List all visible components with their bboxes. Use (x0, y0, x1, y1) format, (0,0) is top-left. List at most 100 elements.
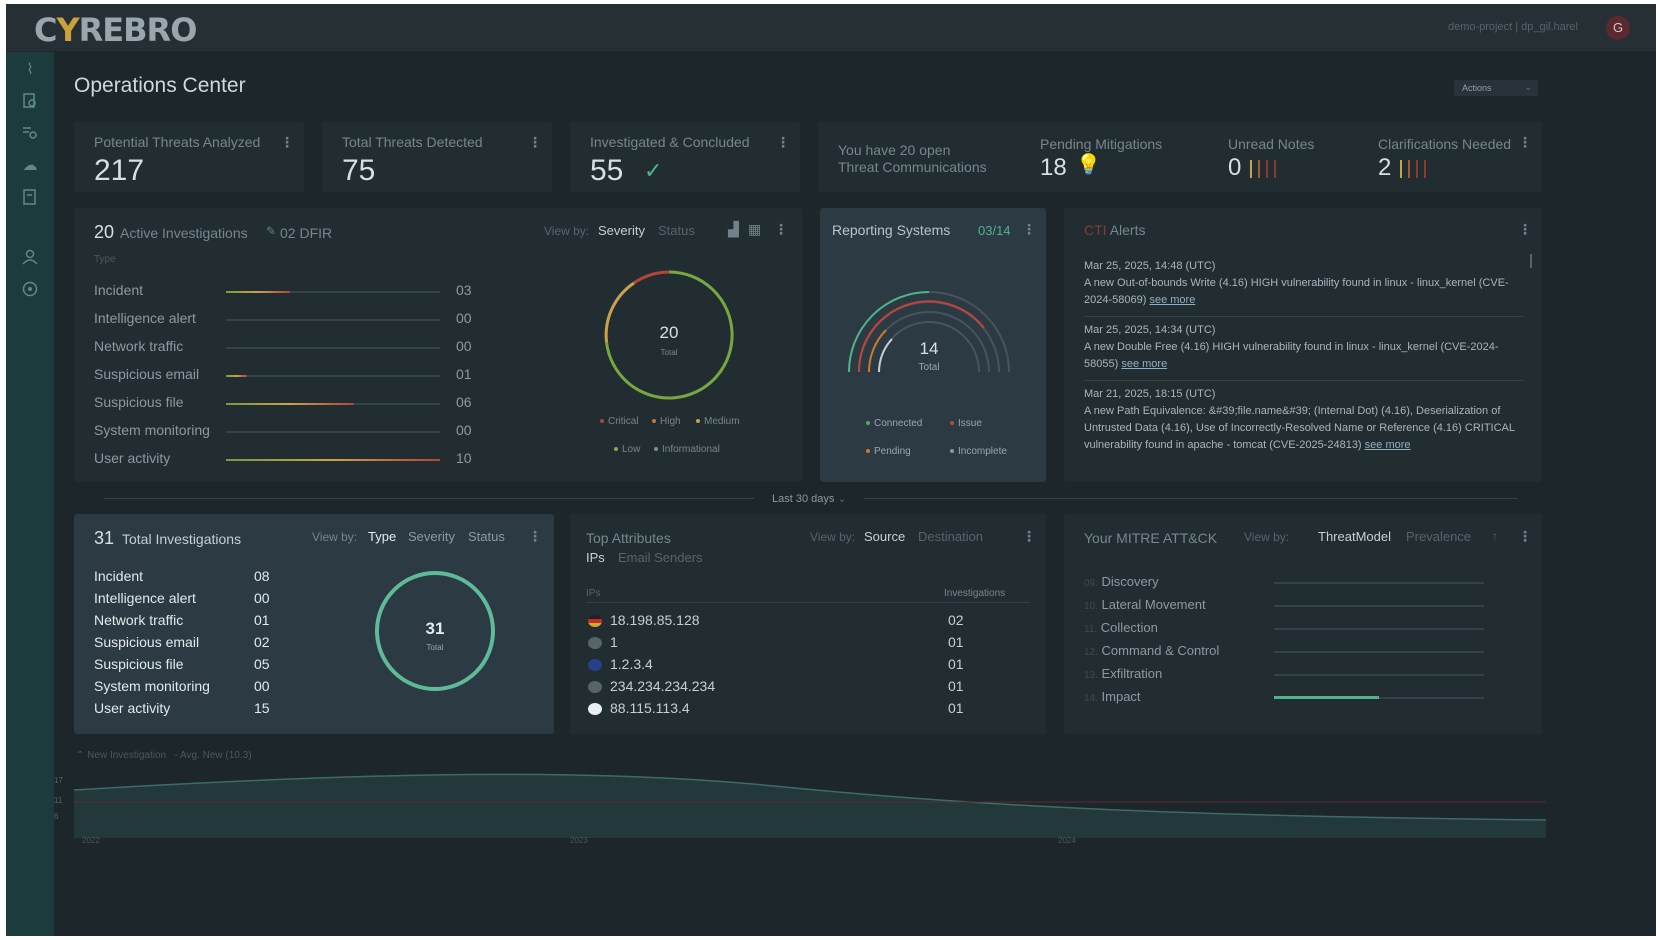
viewby-threatmodel-option[interactable]: ThreatModel (1318, 529, 1391, 544)
chart-view-icon[interactable]: ▟ (728, 221, 739, 237)
actions-dropdown[interactable]: Actions ⌄ (1454, 80, 1538, 96)
mitre-tactic[interactable]: 11. Collection (1084, 620, 1158, 635)
type-row-bar (226, 403, 440, 405)
comms-line-1: You have 20 open (838, 142, 951, 158)
viewby-status-option[interactable]: Status (658, 223, 695, 238)
kebab-menu-icon[interactable]: ⋮ (528, 528, 542, 544)
viewby-type-option[interactable]: Type (368, 529, 397, 544)
viewby-status-option[interactable]: Status (468, 529, 505, 544)
attributes-title: Top Attributes (586, 530, 671, 546)
investigation-count: 01 (948, 634, 964, 650)
tab-email-senders[interactable]: Email Senders (618, 550, 703, 565)
alert-date: Mar 21, 2025, 18:15 (UTC) (1084, 388, 1216, 400)
active-count: 20 (94, 222, 115, 242)
kebab-menu-icon[interactable]: ⋮ (776, 134, 790, 150)
tactic-number: 12. (1084, 647, 1098, 658)
mitre-tactic[interactable]: 09. Discovery (1084, 574, 1159, 589)
ip-address[interactable]: 1 (610, 634, 618, 650)
type-row-label: Suspicious email (94, 366, 200, 382)
grid-view-icon[interactable]: ▦ (748, 221, 762, 237)
type-row-bar-fill (226, 459, 440, 461)
tactic-number: 14. (1084, 693, 1098, 704)
kebab-menu-icon[interactable]: ⋮ (528, 134, 542, 150)
support-icon[interactable] (20, 280, 40, 300)
see-more-link[interactable]: see more (1149, 294, 1196, 306)
viewby-prevalence-option[interactable]: Prevalence (1406, 529, 1472, 544)
flag-fi-icon (588, 703, 602, 715)
total-donut: 31 Total (375, 571, 495, 691)
type-row-bar (226, 375, 440, 377)
legend-connected: Connected (866, 418, 922, 429)
kebab-menu-icon[interactable]: ⋮ (1022, 528, 1036, 544)
legend-informational: Informational (654, 444, 720, 455)
ip-address[interactable]: 88.115.113.4 (610, 700, 690, 716)
investigation-count: 01 (948, 678, 964, 694)
type-row-label: Suspicious file (94, 394, 184, 410)
kebab-menu-icon[interactable]: ⋮ (1518, 134, 1532, 150)
stat-value: 55 (590, 154, 624, 187)
alert-text: A new Out-of-bounds Write (4.16) HIGH vu… (1084, 277, 1509, 289)
user-avatar[interactable]: G (1606, 16, 1630, 40)
investigations-column-header: Investigations (944, 588, 1006, 599)
project-selector[interactable]: demo-project | dp_gil.harel (1447, 21, 1578, 33)
scrollbar[interactable] (1530, 254, 1532, 268)
viewby-label: View by: (544, 224, 590, 238)
divider (864, 498, 1518, 499)
cti-alerts-card: CTI Alerts ⋮ Mar 25, 2025, 14:48 (UTC) A… (1064, 208, 1542, 482)
mitre-tactic[interactable]: 10. Lateral Movement (1084, 597, 1206, 612)
app-window: CYREBRO demo-project | dp_gil.harel G ⌇ … (6, 4, 1656, 936)
kebab-menu-icon[interactable]: ⋮ (774, 221, 788, 237)
ip-address[interactable]: 18.198.85.128 (610, 612, 700, 628)
sort-arrow-icon[interactable]: ↑ (1492, 529, 1498, 543)
list-search-icon[interactable] (20, 124, 40, 144)
kebab-menu-icon[interactable]: ⋮ (1022, 221, 1036, 237)
app-logo[interactable]: CYREBRO (34, 11, 197, 49)
document-search-icon[interactable] (20, 188, 40, 208)
total-row-label: Suspicious file (94, 656, 184, 672)
viewby-severity-option[interactable]: Severity (598, 223, 645, 238)
gauge-label: Total (918, 362, 939, 373)
clarification-level-bars (1400, 160, 1426, 178)
stat-card-investigated[interactable]: Investigated & Concluded 55 ✓ ⋮ (570, 122, 800, 192)
viewby-destination-option[interactable]: Destination (918, 529, 984, 544)
tab-ips[interactable]: IPs (586, 550, 605, 565)
tactic-number: 11. (1084, 624, 1098, 635)
ip-address[interactable]: 234.234.234.234 (610, 678, 716, 694)
reporting-title: Reporting Systems (832, 222, 951, 238)
threat-communications-card[interactable]: You have 20 open Threat Communications P… (818, 122, 1542, 192)
flag-de-icon (588, 615, 602, 627)
see-more-link[interactable]: see more (1121, 358, 1168, 370)
tactic-label: Collection (1100, 620, 1158, 635)
cloud-icon[interactable]: ☁ (22, 157, 38, 174)
mitre-tactic[interactable]: 13. Exfiltration (1084, 666, 1162, 681)
dfir-count[interactable]: 02 DFIR (280, 225, 333, 241)
viewby-severity-option[interactable]: Severity (408, 529, 455, 544)
legend-high: High (652, 416, 681, 427)
kebab-menu-icon[interactable]: ⋮ (1518, 528, 1532, 544)
alert-date: Mar 25, 2025, 14:34 (UTC) (1084, 324, 1216, 336)
user-icon[interactable] (20, 248, 40, 268)
timeline-series-marker: ⌃ (76, 750, 85, 761)
ip-address[interactable]: 1.2.3.4 (610, 656, 653, 672)
kebab-menu-icon[interactable]: ⋮ (280, 134, 294, 150)
stat-card-total-threats[interactable]: Total Threats Detected 75 ⋮ (322, 122, 552, 192)
stat-card-potential-threats[interactable]: Potential Threats Analyzed 217 ⋮ (74, 122, 304, 192)
mitre-tactic[interactable]: 14. Impact (1084, 689, 1141, 704)
total-row-label: User activity (94, 700, 171, 716)
total-row-value: 15 (254, 700, 270, 716)
activity-icon[interactable]: ⌇ (26, 61, 34, 78)
kebab-menu-icon[interactable]: ⋮ (1518, 221, 1532, 237)
mitre-tactic[interactable]: 12. Command & Control (1084, 643, 1219, 658)
total-row-value: 01 (254, 612, 270, 628)
search-doc-icon[interactable] (20, 92, 40, 112)
total-title: Total Investigations (122, 531, 242, 547)
period-selector[interactable]: Last 30 days ⌄ (772, 493, 847, 505)
viewby-source-option[interactable]: Source (864, 529, 906, 544)
type-row-bar (226, 431, 440, 433)
type-row-bar-fill (226, 375, 248, 377)
type-row-bar (226, 291, 440, 293)
sidebar: ⌇ ☁ (6, 52, 54, 936)
x-tick: 2022 (82, 836, 100, 845)
see-more-link[interactable]: see more (1364, 439, 1411, 451)
divider (1084, 316, 1524, 317)
